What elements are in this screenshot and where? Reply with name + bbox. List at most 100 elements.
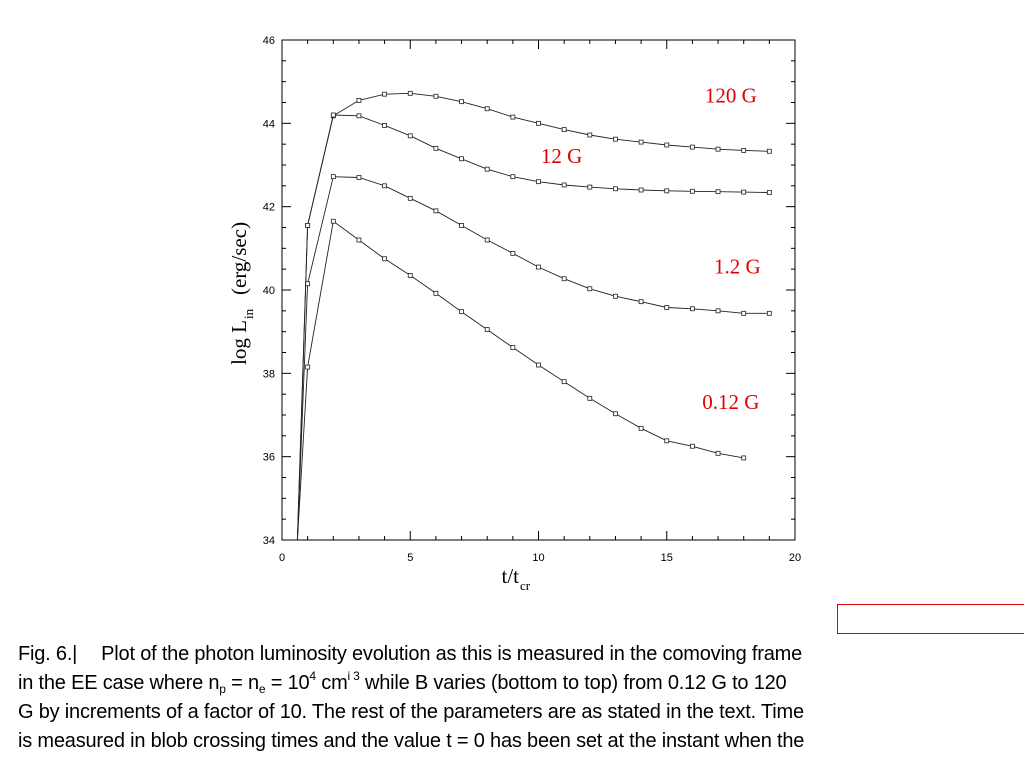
data-point-marker: [433, 208, 439, 214]
data-point-marker: [741, 189, 747, 195]
annotation-box: [837, 604, 1024, 634]
data-point-marker: [664, 142, 670, 148]
x-axis-title: t/t cr: [501, 564, 530, 593]
caption-subscript: p: [219, 682, 226, 696]
data-point-marker: [741, 310, 747, 316]
y-axis-label: log L: [227, 320, 251, 365]
series-line: [296, 174, 772, 541]
caption-line-2: in the EE case where np = ne = 104 cmi 3…: [18, 669, 1024, 698]
data-point-marker: [510, 345, 516, 350]
data-point-marker: [382, 256, 388, 262]
data-point-marker: [561, 127, 567, 132]
series-path: [296, 92, 770, 541]
data-point-marker: [613, 186, 618, 192]
data-point-marker: [561, 276, 567, 282]
x-tick-label: 10: [532, 552, 544, 564]
caption-text: in the EE case where n: [18, 672, 220, 694]
caption-text: Plot of the photon luminosity evolution …: [101, 643, 803, 665]
data-point-marker: [407, 133, 413, 139]
data-point-marker: [766, 310, 772, 316]
data-point-marker: [587, 184, 593, 190]
data-point-marker: [690, 443, 695, 449]
curve-label: 0.12 G: [702, 390, 759, 414]
data-point-marker: [407, 273, 413, 278]
data-point-marker: [536, 362, 541, 368]
curve-label: 120 G: [705, 84, 757, 108]
data-point-marker: [305, 364, 311, 370]
caption-text: while B varies (bottom to top) from 0.12…: [359, 672, 787, 694]
y-tick-label: 34: [263, 535, 275, 547]
y-tick-label: 40: [263, 285, 275, 297]
data-point-marker: [484, 166, 490, 172]
data-point-marker: [510, 114, 516, 120]
data-point-marker: [638, 299, 644, 305]
data-point-marker: [715, 146, 721, 152]
data-point-marker: [382, 123, 388, 128]
y-tick-label: 38: [263, 368, 275, 380]
data-point-marker: [433, 290, 439, 296]
caption-superscript: 4: [309, 669, 316, 683]
x-axis-label-subscript: cr: [520, 578, 531, 593]
plot-axes: 0 5 10 15 20 34 36 38 40 42 44 46: [263, 35, 801, 564]
data-point-marker: [613, 136, 618, 142]
data-point-marker: [305, 223, 311, 228]
data-point-marker: [407, 195, 413, 201]
data-point-marker: [536, 179, 541, 185]
y-tick-label: 44: [263, 118, 275, 130]
data-point-marker: [330, 174, 336, 180]
data-point-marker: [484, 106, 490, 112]
data-point-marker: [638, 139, 644, 145]
curve-label: 12 G: [541, 144, 582, 168]
series-line: [296, 218, 747, 541]
data-point-marker: [766, 190, 772, 195]
luminosity-chart: 0 5 10 15 20 34 36 38 40 42 44 46 120 G 12 G 1.2 G 0.1…: [227, 35, 801, 593]
data-point-marker: [484, 237, 490, 243]
x-tick-label: 15: [661, 552, 673, 564]
data-point-marker: [638, 187, 644, 193]
data-point-marker: [741, 455, 747, 461]
data-point-marker: [715, 189, 721, 195]
data-point-marker: [433, 145, 439, 151]
data-point-marker: [356, 175, 362, 180]
data-point-marker: [613, 293, 618, 299]
caption-figure-number: Fig. 6.|: [18, 643, 78, 665]
data-point-marker: [459, 99, 464, 105]
data-point-marker: [305, 281, 311, 287]
series-line: [296, 90, 772, 541]
data-point-marker: [664, 305, 670, 310]
caption-line-4: is measured in blob crossing times and t…: [18, 730, 805, 752]
data-point-marker: [407, 90, 413, 96]
caption-text: = 10: [265, 672, 310, 694]
data-point-marker: [690, 188, 695, 194]
data-point-marker: [356, 113, 362, 119]
series-path: [296, 176, 770, 541]
y-tick-label: 42: [263, 202, 275, 214]
y-tick-label: 46: [263, 35, 275, 47]
caption-text: = n: [225, 672, 259, 694]
data-point-marker: [536, 120, 541, 126]
series-line: [296, 112, 772, 541]
data-point-marker: [638, 425, 644, 431]
data-point-marker: [459, 223, 464, 228]
data-point-marker: [484, 327, 490, 332]
data-point-marker: [330, 218, 336, 224]
y-tick-label: 36: [263, 452, 275, 464]
data-point-marker: [561, 379, 567, 385]
y-axis-title: log L in (erg/sec): [227, 222, 256, 365]
data-point-marker: [664, 438, 670, 444]
data-point-marker: [433, 93, 439, 99]
caption-text: cm: [315, 672, 348, 694]
curve-label: 1.2 G: [714, 254, 761, 278]
data-point-marker: [715, 450, 721, 456]
data-point-marker: [587, 132, 593, 138]
data-point-marker: [510, 174, 516, 180]
series-path: [296, 220, 744, 541]
x-tick-label: 20: [789, 552, 801, 564]
caption-line-1: Fig. 6.| Plot of the photon luminosity ev…: [18, 640, 1024, 669]
data-point-marker: [356, 98, 362, 103]
data-point-marker: [459, 309, 464, 315]
data-point-marker: [356, 237, 362, 243]
data-point-marker: [382, 183, 388, 189]
data-point-marker: [459, 156, 464, 162]
y-axis-label-subscript: in: [241, 308, 256, 319]
